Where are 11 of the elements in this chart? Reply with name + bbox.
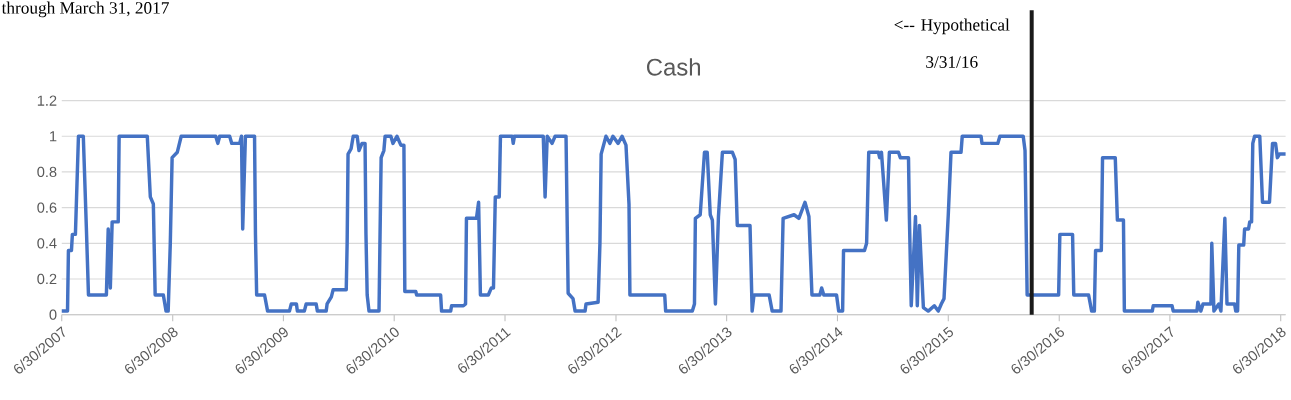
y-tick-label: 1: [50, 131, 57, 142]
y-tick-label: 0.6: [37, 202, 57, 213]
y-tick-label: 0: [49, 309, 57, 320]
y-tick-label: 0.8: [37, 166, 57, 177]
y-tick-label: 0.2: [37, 273, 57, 285]
text: <-- Hypothetical 3/31/16: [894, 18, 1010, 68]
chart-title: Cash: [646, 57, 701, 76]
y-tick-label: 1.2: [37, 95, 57, 106]
y-tick-label: 0.4: [37, 238, 57, 249]
text: through March 31, 2017: [1, 1, 169, 18]
line-series: [60, 134, 1288, 313]
